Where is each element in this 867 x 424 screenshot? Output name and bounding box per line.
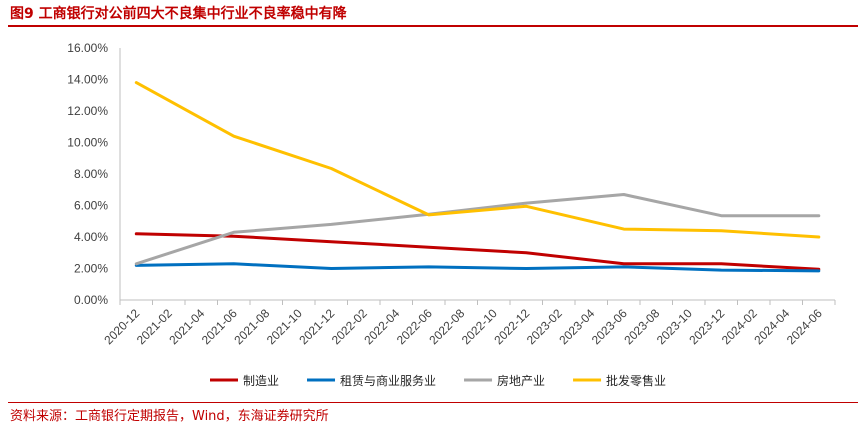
y-tick-label: 4.00% <box>74 230 108 244</box>
legend-label: 制造业 <box>243 374 279 388</box>
source-divider <box>8 402 858 403</box>
y-tick-label: 10.00% <box>67 136 108 150</box>
y-tick-label: 14.00% <box>67 73 108 87</box>
chart-legend: 制造业 租赁与商业服务业 房地产业 批发零售业 <box>210 373 666 388</box>
series-line <box>134 193 821 266</box>
title-divider <box>8 25 858 27</box>
x-tick-label: 2024-06 <box>784 306 825 347</box>
series-lines <box>134 81 821 273</box>
series-line <box>134 232 821 271</box>
source-note: 资料来源：工商银行定期报告，Wind，东海证券研究所 <box>10 409 329 424</box>
legend-label: 租赁与商业服务业 <box>340 373 436 388</box>
series-line <box>134 262 821 273</box>
series-line <box>134 81 821 239</box>
y-tick-label: 6.00% <box>74 199 108 213</box>
y-tick-label: 12.00% <box>67 104 108 118</box>
line-chart: 0.00% 2.00% 4.00% 6.00% 8.00% 10.00% 12.00% 14.… <box>67 41 836 388</box>
legend-label: 批发零售业 <box>606 373 666 388</box>
y-tick-label: 2.00% <box>74 262 108 276</box>
y-tick-label: 8.00% <box>74 167 108 181</box>
y-axis-labels: 0.00% 2.00% 4.00% 6.00% 8.00% 10.00% 12.00% 14.… <box>67 41 108 307</box>
y-tick-label: 0.00% <box>74 293 108 307</box>
legend-label: 房地产业 <box>497 373 545 388</box>
x-axis-labels: 2020-122021-022021-042021-062021-082021-… <box>101 306 825 347</box>
y-tick-label: 16.00% <box>67 41 108 55</box>
x-axis-ticks <box>119 300 836 305</box>
figure-title: 图9 工商银行对公前四大不良集中行业不良率稳中有降 <box>10 6 347 22</box>
